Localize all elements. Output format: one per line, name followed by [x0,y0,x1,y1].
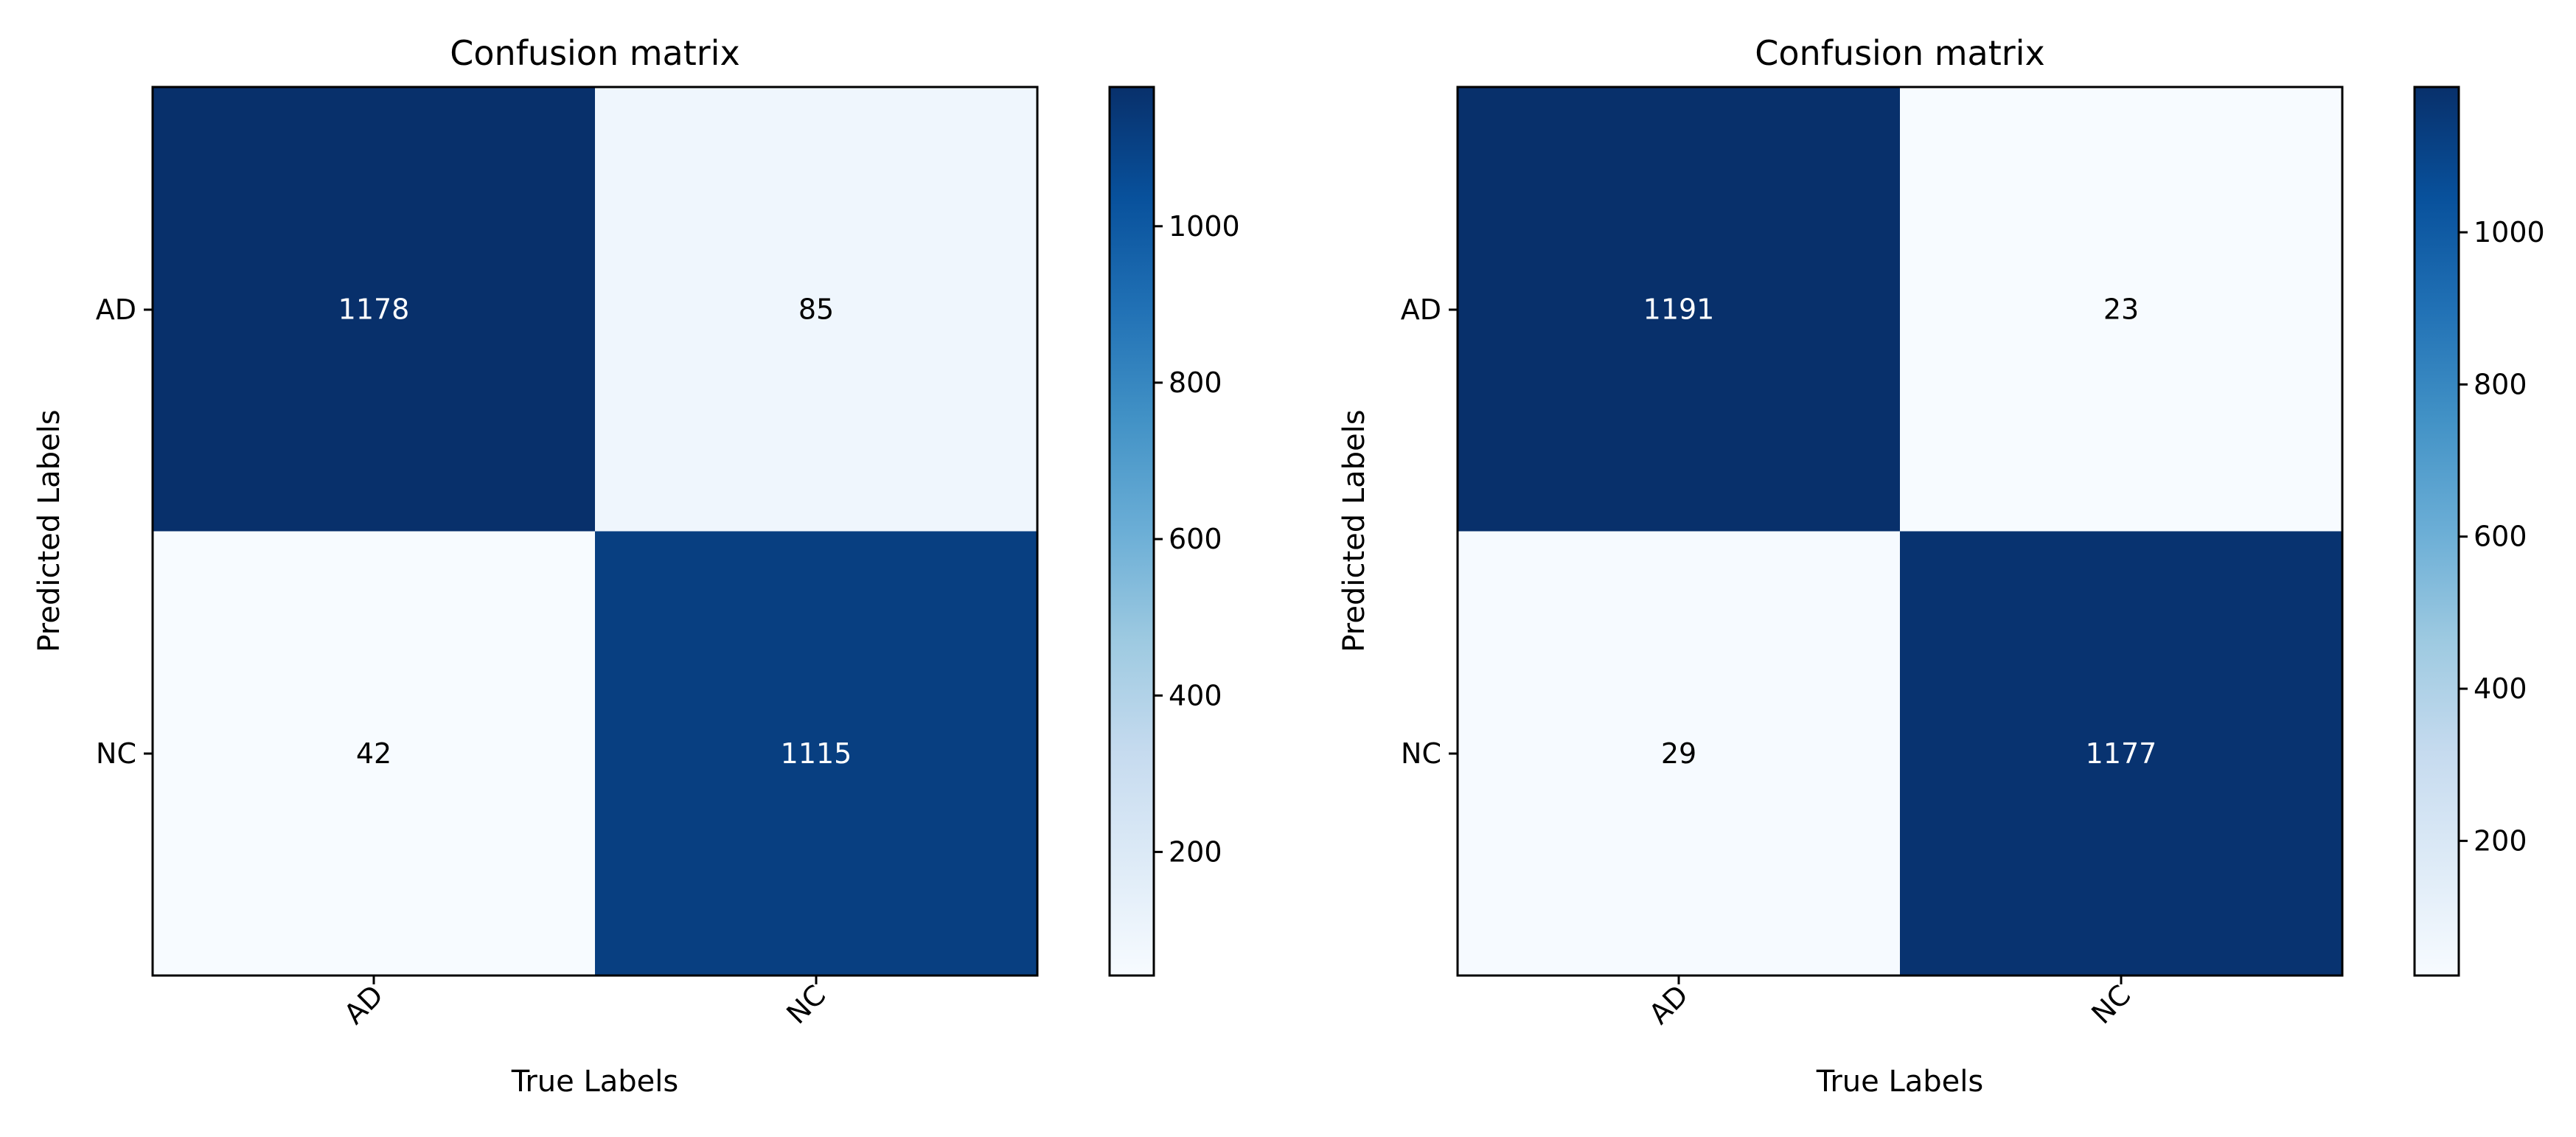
cell-value-label: 1191 [1643,293,1715,325]
y-axis-label-1: Predicted Labels [32,409,66,652]
cell-value-label: 1178 [338,293,410,325]
colorbar-ticks-2: 200 400 600 800 1000 [2459,216,2545,857]
x-tick-label-ad-1: AD [338,978,389,1030]
y-tick-label-ad-1: AD [96,293,136,326]
x-axis-label-1: True Labels [511,1065,678,1099]
colorbar-tick-label: 1000 [1169,210,1240,243]
colorbar-2: 200 400 600 800 1000 [2413,86,2545,977]
y-tick-label-nc-2: NC [1401,737,1441,770]
colorbar-tick-label: 600 [1169,523,1222,555]
colorbar-tick-label: 600 [2474,521,2527,553]
colorbar-tick-label: 1000 [2474,216,2545,248]
cell-value-label: 1115 [781,737,852,770]
colorbar-tick-label: 400 [2474,672,2527,705]
x-tick-label-nc-1: NC [780,978,832,1030]
heatmap-cells-2: 1191 23 29 1177 [1458,87,2343,976]
cell-value-label: 23 [2103,293,2139,325]
heatmap-cell-ad-nc [595,87,1038,532]
heatmap-cell-ad-nc [1900,87,2343,532]
plot-frame-1 [151,86,1039,977]
cell-value-label: 1177 [2086,737,2157,770]
colorbar-tick-label: 200 [1169,835,1222,868]
heatmap-cell-nc-ad [1458,531,1901,976]
colorbar-1: 200 400 600 800 1000 [1108,86,1240,977]
x-tick-label-ad-2: AD [1643,978,1694,1030]
x-tick-label-nc-2: NC [2085,978,2137,1030]
colorbar-gradient-1 [1108,86,1155,977]
y-tick-label-nc-1: NC [96,737,136,770]
chart-title-2: Confusion matrix [1755,33,2044,73]
heatmap-cell-nc-nc [595,531,1038,976]
y-tick-label-ad-2: AD [1401,293,1441,326]
confusion-matrix-panel-1: Confusion matrix 1178 85 42 1115 AD NC AD N… [32,33,1240,1099]
cell-value-label: 29 [1661,737,1696,770]
cell-value-label: 42 [356,737,391,770]
chart-title-1: Confusion matrix [450,33,739,73]
colorbar-tick-label: 400 [1169,679,1222,712]
plot-frame-2 [1456,86,2344,977]
colorbar-tick-label: 800 [1169,366,1222,399]
colorbar-tick-label: 200 [2474,824,2527,857]
y-axis-label-2: Predicted Labels [1337,409,1371,652]
confusion-matrix-panel-2: Confusion matrix 1191 23 29 1177 AD NC AD N… [1337,33,2545,1099]
heatmap-cell-nc-nc [1900,531,2343,976]
heatmap-cells-1: 1178 85 42 1115 [153,87,1038,976]
x-axis-label-2: True Labels [1816,1065,1983,1099]
colorbar-tick-label: 800 [2474,368,2527,400]
cell-value-label: 85 [798,293,834,325]
colorbar-gradient-2 [2413,86,2460,977]
heatmap-cell-nc-ad [153,531,596,976]
heatmap-cell-ad-ad [153,87,596,532]
colorbar-ticks-1: 200 400 600 800 1000 [1154,210,1240,868]
heatmap-cell-ad-ad [1458,87,1901,532]
